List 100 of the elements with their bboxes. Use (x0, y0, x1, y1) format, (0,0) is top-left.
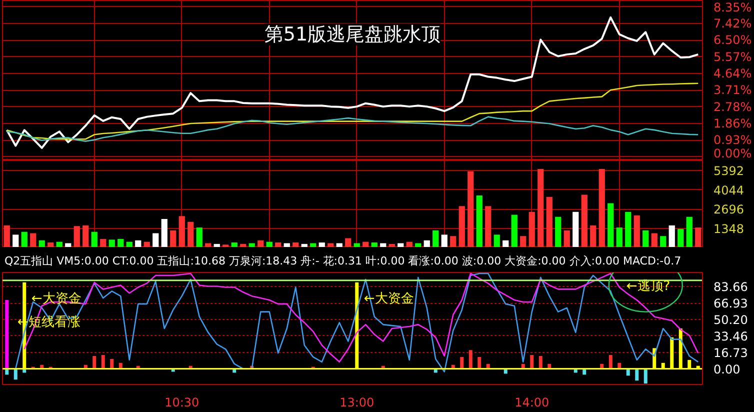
bar (380, 243, 386, 247)
y-tick-label: 4.64% (714, 66, 752, 80)
bar (240, 244, 246, 247)
y-tick-label: 8.35% (714, 0, 752, 14)
bar (48, 242, 54, 247)
bar (441, 234, 448, 247)
bar (598, 169, 605, 247)
y-tick-label: 83.66 (714, 280, 748, 294)
y-tick-label: 4044 (714, 183, 744, 198)
bar (546, 196, 552, 247)
bar (478, 356, 482, 369)
bar (460, 356, 464, 369)
bar (538, 169, 544, 247)
bar (530, 355, 534, 369)
bar (21, 232, 28, 247)
bar (450, 236, 456, 247)
bar (388, 244, 395, 247)
bar (468, 350, 472, 369)
bar (101, 355, 105, 369)
y-tick-label: 33.46 (714, 329, 748, 344)
annotation: ←逃顶? (626, 278, 670, 294)
text: 第51版逃尾盘跳水顶 (264, 24, 441, 46)
bar (644, 368, 648, 384)
bar (354, 243, 360, 247)
y-tick-label: 0.00% (714, 146, 752, 160)
bar (642, 230, 649, 247)
bar (635, 368, 639, 381)
bar (284, 243, 290, 247)
bar (572, 212, 579, 247)
y-tick-label: 2696 (714, 202, 744, 217)
bar (292, 242, 299, 247)
bar (468, 171, 474, 247)
y-tick-label: 1348 (714, 222, 744, 236)
bar (564, 230, 570, 247)
x-tick-label: 13:00 (340, 396, 374, 410)
bar (678, 228, 684, 247)
bar (538, 356, 542, 369)
bar (406, 242, 412, 247)
bar (458, 206, 465, 247)
y-tick-label: 16.73 (714, 346, 748, 360)
bar (266, 242, 272, 247)
bar (616, 228, 622, 247)
bar (205, 243, 212, 247)
bar (258, 240, 264, 247)
bar (275, 242, 282, 247)
bar (686, 216, 692, 247)
bar (188, 222, 194, 247)
y-tick-label: 1.86% (714, 116, 752, 130)
bar (91, 232, 98, 247)
bar (214, 244, 220, 247)
bar (590, 225, 596, 247)
bar (520, 236, 526, 247)
bar (92, 356, 96, 369)
bar (634, 215, 640, 247)
bar (144, 242, 150, 247)
bar (555, 216, 562, 247)
line-series (6, 16, 700, 149)
bar (362, 242, 369, 247)
y-tick-label: 50.20 (714, 312, 748, 327)
bar (248, 243, 255, 247)
bar (415, 243, 422, 247)
bar (528, 212, 535, 247)
bar (502, 240, 509, 247)
bar (432, 230, 439, 247)
y-tick-label: 0.00 (714, 362, 740, 376)
bar (4, 225, 10, 247)
bar (38, 240, 45, 247)
bar (424, 240, 430, 247)
bar (476, 195, 482, 247)
bar (660, 236, 666, 247)
bar (345, 238, 352, 247)
bar (608, 203, 614, 247)
bar (30, 233, 36, 247)
y-tick-label: 5.57% (714, 50, 752, 64)
bar (318, 242, 325, 247)
bar (196, 228, 202, 247)
bar (118, 238, 124, 247)
bar (625, 212, 632, 247)
bar (371, 242, 378, 247)
x-tick-label: 14:00 (514, 396, 550, 410)
line-series (6, 82, 699, 140)
bar (485, 206, 492, 247)
bar (581, 194, 588, 247)
y-tick-label: 3.71% (714, 83, 752, 98)
bar (100, 238, 106, 247)
bar (695, 228, 702, 247)
bar (494, 234, 500, 247)
bar (82, 225, 89, 247)
y-tick-label: 0.93% (714, 133, 752, 148)
bar (170, 230, 176, 247)
bar (135, 240, 142, 247)
line-series (6, 116, 699, 142)
chart-title: Q2五指山 VM5:0.00 CT:0.00 五指山:10.68 万泉河:18.43 舟:- 花:0.31 叶:0.00 看涨:0.00 波:0.00 大资金:0.00 介入:0.00 MACD:-0.7 (4, 254, 682, 268)
y-tick-label: 6.50% (714, 33, 752, 48)
y-tick-label: 66.93 (714, 296, 748, 311)
bar (152, 233, 159, 247)
bar (12, 234, 19, 247)
x-tick-label: 10:30 (164, 396, 200, 410)
y-tick-label: 2.78% (714, 100, 752, 114)
bar (398, 243, 404, 247)
